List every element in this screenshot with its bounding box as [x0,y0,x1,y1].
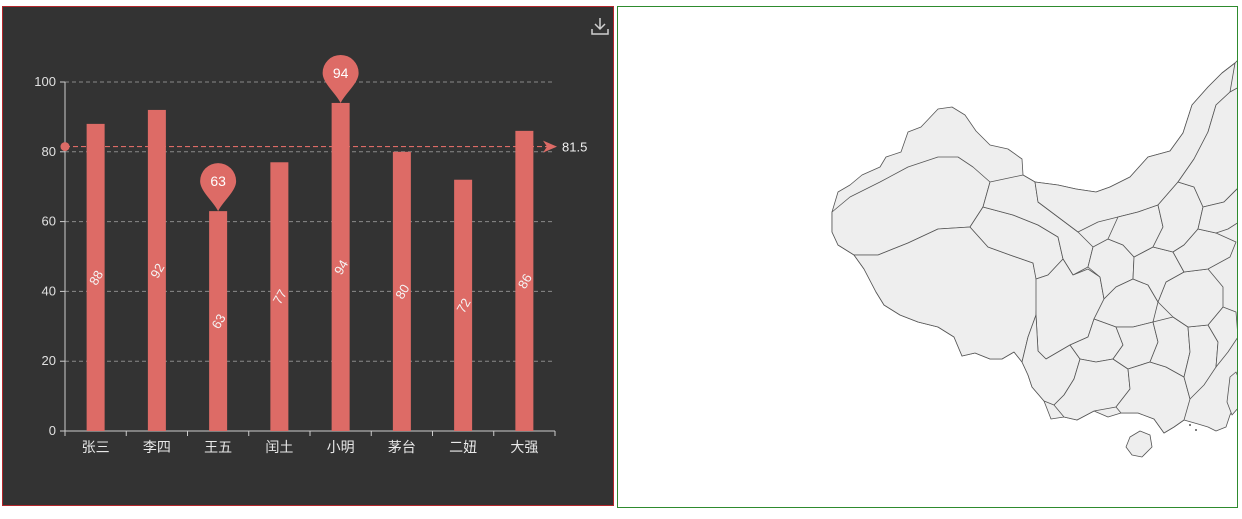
x-tick-label: 小明 [327,439,355,455]
y-tick-label: 80 [42,144,56,159]
markpoint-pin [200,163,237,212]
map-province-zhejiang [1207,306,1237,368]
markpoint-pin [322,54,359,103]
bar-value-label: 94 [331,257,351,277]
x-tick-label: 张三 [82,439,110,455]
y-tick-label: 100 [34,74,56,89]
bar [86,123,105,431]
download-icon[interactable] [589,15,611,37]
china-map [831,60,1237,458]
markline-label: 81.5 [562,140,587,155]
bar-value-label: 92 [147,261,167,281]
x-tick-label: 闰土 [265,439,293,455]
x-tick-label: 二妞 [449,439,477,455]
y-tick-label: 20 [42,353,56,368]
bar [515,130,534,432]
y-tick-label: 40 [42,283,56,298]
markline-arrow [543,140,557,153]
map-taiwan [1226,371,1237,416]
map-hainan [1125,430,1153,458]
bar [392,151,411,432]
download-icon-glyph [591,18,609,35]
x-tick-label: 王五 [204,439,232,455]
map-province-liaoning [1197,188,1237,234]
map-island-dot [1195,429,1197,431]
map-province-northeast [1177,87,1237,208]
bar [147,109,166,432]
bar [209,211,228,431]
bar [331,102,350,431]
markpoint-label: 63 [210,173,226,189]
bar-chart: 0 20 40 60 80 100 张三 李四 王五 闰土 小明 茅台 二妞 大强 88 92 63 77 94 8… [34,54,587,455]
bar-value-label: 88 [86,268,106,288]
x-tick-label: 茅台 [388,439,416,455]
china-map-panel [617,6,1238,508]
bar-value-label: 86 [515,271,535,291]
x-tick-label: 李四 [143,439,171,455]
bar-value-label: 77 [270,287,290,307]
bar-value-label: 80 [392,282,412,302]
bar-value-label: 63 [208,311,228,331]
bar-chart-panel: 0 20 40 60 80 100 张三 李四 王五 闰土 小明 茅台 二妞 大强 88 92 63 77 94 8… [2,6,614,506]
map-province-inner-mongolia [1034,62,1236,233]
bar-value-label: 72 [453,296,473,316]
x-tick-label: 大强 [510,439,538,455]
markpoint-label: 94 [333,65,349,81]
bar [454,179,473,431]
bar [270,162,289,431]
y-tick-label: 0 [49,423,56,438]
map-island-dot [1189,424,1191,426]
y-tick-label: 60 [42,214,56,229]
